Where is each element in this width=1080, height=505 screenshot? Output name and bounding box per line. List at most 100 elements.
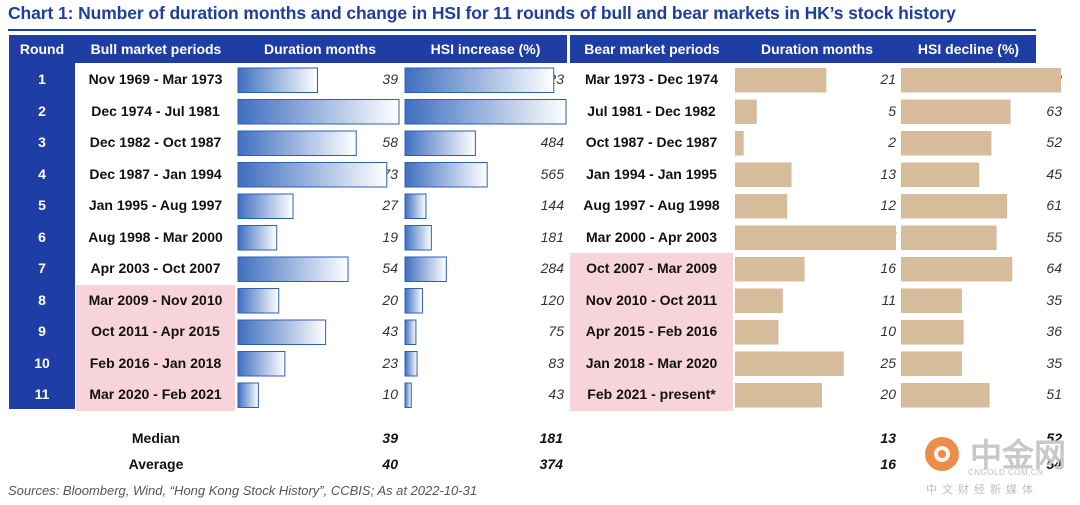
bull-period-label: Aug 1998 - Mar 2000 — [88, 228, 223, 245]
round-number: 5 — [38, 197, 46, 213]
chart-title: Chart 1: Number of duration months and c… — [8, 3, 956, 23]
bear-period-label: Jan 2018 - Mar 2020 — [585, 354, 718, 371]
hsi-decline-value: 52 — [1046, 134, 1062, 150]
title-underline — [8, 29, 1036, 31]
hsi-increase-bar — [404, 99, 567, 125]
bear-duration-value: 13 — [880, 165, 896, 182]
bear-duration-bar — [735, 351, 844, 376]
median-hsi-increase: 181 — [539, 430, 563, 446]
median-label: Median — [131, 430, 181, 446]
bull-duration-value: 10 — [382, 386, 398, 402]
hsi-increase-bar — [404, 225, 432, 251]
bull-highlight — [76, 284, 235, 411]
round-number: 4 — [38, 165, 46, 182]
bear-duration-value: 25 — [880, 354, 896, 371]
hsi-decline-bar — [901, 351, 962, 376]
round-number: 9 — [38, 323, 46, 339]
hsi-decline-value: 51 — [1046, 386, 1062, 402]
hsi-increase-value: 484 — [540, 134, 564, 150]
bull-duration-value: 54 — [382, 260, 398, 276]
bull-duration-bar — [237, 225, 278, 251]
bear-duration-value: 20 — [880, 386, 896, 402]
bull-duration-bar — [237, 99, 400, 125]
median-hsi-decline: 52 — [1046, 430, 1062, 446]
round-number: 7 — [38, 260, 46, 276]
hsi-increase-value: 43 — [548, 386, 564, 402]
bear-duration-bar — [735, 68, 827, 93]
header-bull-duration: Duration months — [264, 41, 376, 57]
bull-period-label: Dec 1974 - Jul 1981 — [91, 102, 220, 119]
hsi-decline-bar — [901, 288, 962, 313]
hsi-increase-bar — [404, 256, 447, 282]
hsi-increase-value: 144 — [540, 197, 564, 213]
hsi-increase-value: 75 — [548, 323, 564, 339]
header-round: Round — [19, 41, 65, 57]
bull-period-label: Apr 2003 - Oct 2007 — [90, 260, 221, 276]
bear-duration-value: 16 — [880, 260, 896, 276]
bull-duration-bar — [237, 193, 294, 219]
hsi-decline-value: 55 — [1046, 228, 1062, 245]
bull-duration-value: 39 — [382, 71, 398, 87]
round-number: 8 — [38, 291, 46, 308]
bear-duration-value: 2 — [888, 134, 896, 150]
hsi-increase-value: 284 — [540, 260, 564, 276]
hsi-decline-bar — [901, 320, 964, 345]
bear-period-label: Aug 1997 - Aug 1998 — [583, 197, 720, 213]
header-bear-duration: Duration months — [761, 41, 873, 57]
round-number: 2 — [38, 102, 46, 119]
bear-period-label: Feb 2021 - present* — [587, 386, 716, 402]
header-bear-periods: Bear market periods — [584, 41, 720, 57]
bear-duration-value: 10 — [880, 323, 896, 339]
bear-period-label: Oct 2007 - Mar 2009 — [586, 260, 717, 276]
bull-duration-value: 58 — [382, 134, 398, 150]
average-label: Average — [128, 456, 184, 472]
hsi-decline-bar — [901, 99, 1011, 124]
hsi-increase-bar — [404, 319, 417, 345]
average-hsi-increase: 374 — [539, 456, 563, 472]
bull-period-label: Jan 1995 - Aug 1997 — [88, 197, 223, 213]
median-bear-duration: 13 — [880, 430, 896, 446]
round-number: 1 — [38, 71, 46, 87]
cngold-logo-icon — [925, 437, 959, 471]
bull-duration-value: 19 — [382, 228, 398, 245]
hsi-increase-value: 181 — [540, 228, 564, 245]
median-bull-duration: 39 — [382, 430, 398, 446]
hsi-increase-value: 120 — [540, 291, 564, 308]
watermark-tagline: 中文财经新媒体 — [926, 484, 1038, 496]
hsi-decline-value: 45 — [1046, 165, 1062, 182]
bull-period-label: Feb 2016 - Jan 2018 — [89, 354, 222, 371]
bull-duration-bar — [237, 162, 388, 188]
header-hsi-increase: HSI increase (%) — [430, 41, 541, 57]
hsi-increase-bar — [404, 382, 412, 408]
bear-duration-value: 5 — [888, 102, 896, 119]
bull-duration-bar — [237, 351, 286, 377]
hsi-decline-value: 61 — [1046, 197, 1062, 213]
round-number: 3 — [38, 134, 46, 150]
bear-period-label: Mar 2000 - Apr 2003 — [586, 228, 717, 245]
hsi-decline-value: 63 — [1046, 102, 1062, 119]
hsi-decline-value: 35 — [1046, 291, 1062, 308]
bear-duration-bar — [735, 131, 744, 156]
hsi-increase-bar — [404, 193, 427, 219]
round-number: 6 — [38, 228, 46, 245]
average-bull-duration: 40 — [382, 456, 398, 472]
header-bull-periods: Bull market periods — [90, 41, 222, 57]
source-note: Sources: Bloomberg, Wind, “Hong Kong Sto… — [8, 483, 478, 498]
bear-duration-bar — [735, 194, 788, 219]
hsi-increase-bar — [404, 130, 476, 156]
bull-duration-bar — [237, 288, 280, 314]
bear-duration-bar — [735, 383, 823, 408]
bear-duration-bar — [735, 225, 896, 250]
hsi-decline-bar — [901, 194, 1008, 219]
bull-period-label: Dec 1982 - Oct 1987 — [89, 134, 222, 150]
bear-period-label: Apr 2015 - Feb 2016 — [585, 323, 718, 339]
hsi-decline-bar — [901, 383, 990, 408]
bull-duration-bar — [237, 319, 327, 345]
average-bear-duration: 16 — [880, 456, 896, 472]
bull-duration-bar — [237, 130, 357, 156]
bull-duration-bar — [237, 67, 318, 93]
bear-period-label: Nov 2010 - Oct 2011 — [585, 291, 718, 308]
hsi-decline-bar — [901, 131, 992, 156]
bull-duration-bar — [237, 256, 349, 282]
bear-period-label: Jan 1994 - Jan 1995 — [586, 165, 717, 182]
